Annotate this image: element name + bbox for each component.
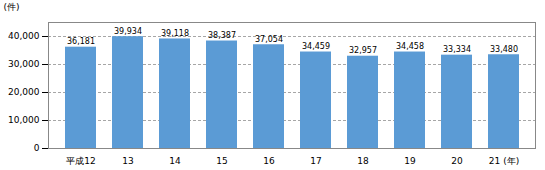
svg-text:14: 14 — [169, 156, 181, 166]
svg-text:38,387: 38,387 — [208, 31, 236, 40]
svg-text:39,118: 39,118 — [161, 29, 189, 38]
svg-text:18: 18 — [357, 156, 369, 166]
svg-text:15: 15 — [216, 156, 227, 166]
svg-text:21 (年): 21 (年) — [489, 156, 519, 166]
svg-text:13: 13 — [122, 156, 133, 166]
svg-text:36,181: 36,181 — [67, 37, 95, 46]
svg-text:37,054: 37,054 — [255, 35, 283, 44]
svg-text:0: 0 — [34, 143, 40, 153]
svg-text:33,334: 33,334 — [443, 45, 471, 54]
svg-text:34,459: 34,459 — [302, 42, 330, 51]
svg-text:40,000: 40,000 — [8, 31, 40, 41]
svg-text:34,458: 34,458 — [396, 42, 424, 51]
svg-text:32,957: 32,957 — [349, 46, 377, 55]
svg-text:16: 16 — [263, 156, 275, 166]
svg-text:17: 17 — [310, 156, 321, 166]
svg-text:10,000: 10,000 — [8, 115, 40, 125]
svg-text:20,000: 20,000 — [8, 87, 40, 97]
svg-text:33,480: 33,480 — [490, 45, 518, 54]
svg-text:30,000: 30,000 — [8, 59, 40, 69]
svg-text:20: 20 — [451, 156, 463, 166]
svg-text:(件): (件) — [4, 2, 20, 12]
svg-text:平成12: 平成12 — [66, 156, 95, 166]
svg-text:39,934: 39,934 — [114, 27, 142, 36]
svg-text:19: 19 — [404, 156, 416, 166]
